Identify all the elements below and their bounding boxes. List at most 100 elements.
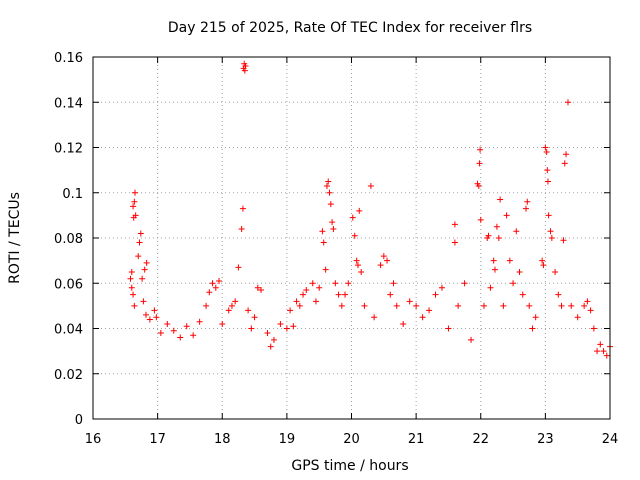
data-point [327,201,334,208]
data-point [477,216,484,223]
grid-lines [93,57,610,419]
data-point [258,287,265,294]
data-point [128,284,135,291]
data-point [545,212,552,219]
data-point [529,325,536,332]
data-point [238,225,245,232]
data-point [600,348,607,355]
data-point [190,332,197,339]
data-point [157,330,164,337]
y-tick-label: 0.04 [54,323,83,338]
y-axis-label: ROTI / TECUs [7,192,23,284]
data-point [146,316,153,323]
data-point [293,298,300,305]
data-point [132,189,139,196]
data-point [563,151,570,158]
data-point [476,160,483,167]
chart-title: Day 215 of 2025, Rate Of TEC Index for r… [168,20,532,36]
x-tick-label: 20 [343,432,360,447]
data-point [564,99,571,106]
data-point [235,264,242,271]
data-point [136,239,143,246]
data-point [219,320,226,327]
data-point [164,320,171,327]
data-point [131,302,138,309]
data-point [542,144,549,151]
data-point [477,146,484,153]
data-point [130,291,137,298]
data-point [387,291,394,298]
data-point [587,307,594,314]
data-point [513,228,520,235]
data-point [367,182,374,189]
data-point [438,284,445,291]
data-point [241,67,248,74]
data-point [526,302,533,309]
data-point [251,314,258,321]
data-point [603,352,610,359]
data-point [300,291,307,298]
x-tick-label: 24 [602,432,619,447]
x-tick-label: 23 [537,432,554,447]
data-point [584,298,591,305]
data-point [480,302,487,309]
x-tick-label: 21 [408,432,425,447]
x-tick-label: 16 [85,432,102,447]
data-point [267,343,274,350]
data-point [351,232,358,239]
x-tick-labels: 16 17 18 19 20 21 22 23 24 [85,432,619,447]
data-points [127,60,613,359]
data-point [277,320,284,327]
data-point [581,302,588,309]
data-point [493,223,500,230]
data-point [548,235,555,241]
data-point [461,280,468,287]
data-point [303,287,310,294]
data-point [264,330,271,337]
data-point [206,289,213,296]
data-point [131,198,138,205]
data-point [183,323,190,330]
data-point [319,228,326,235]
data-point [597,341,604,348]
data-point [519,291,526,298]
y-tick-label: 0.12 [54,142,83,157]
data-point [290,323,297,330]
data-point [390,280,397,287]
data-point [248,325,255,332]
data-point [510,280,517,287]
y-tick-label: 0.1 [62,187,83,202]
data-point [153,314,160,321]
data-point [320,239,327,246]
data-point [140,298,147,305]
data-point [228,302,235,309]
data-point [380,253,387,260]
data-point [270,336,277,343]
data-point [338,302,345,309]
data-point [151,307,158,314]
data-point [353,257,360,264]
data-point [132,212,139,219]
data-point [287,307,294,314]
data-point [400,320,407,327]
data-point [142,311,149,318]
data-point [455,302,462,309]
data-point [358,268,365,275]
data-point [555,291,562,298]
data-point [558,302,565,309]
data-point [143,259,150,266]
data-point [232,298,239,305]
axis-ticks [92,56,611,420]
data-point [468,336,475,343]
data-point [485,232,492,239]
data-point [544,178,551,185]
data-point [445,325,452,332]
data-point [451,221,458,228]
x-tick-label: 19 [279,432,296,447]
data-point [225,307,232,314]
data-point [141,266,148,273]
data-point [130,203,137,210]
data-point [406,298,413,305]
data-point [203,302,210,309]
